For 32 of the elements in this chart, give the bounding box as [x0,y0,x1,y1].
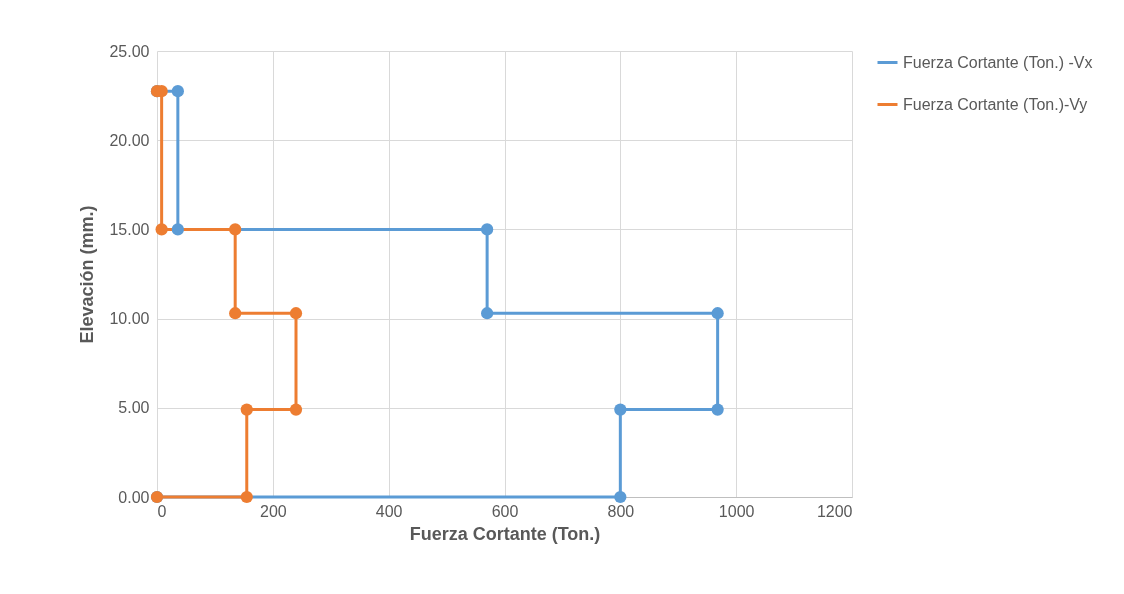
y-tick-label: 25.00 [109,42,150,60]
x-tick-label: 1000 [718,502,755,520]
point [711,307,724,320]
point [229,223,242,236]
x-tick-label: 200 [259,502,287,520]
point [240,490,253,504]
point [229,307,242,320]
y-tick-label: 0.00 [118,488,150,506]
point [289,307,303,320]
point [711,403,724,416]
y-tick-label: 10.00 [109,310,150,328]
legend-label: Fuerza Cortante (Ton.) -Vx [903,53,1093,71]
x-tick-label: 0 [157,502,167,520]
y-tick-label: 5.00 [118,399,150,417]
point [289,403,303,416]
point [481,307,494,320]
x-tick-label: 600 [491,502,519,520]
point [481,223,494,236]
x-tick-label: 1200 [816,502,853,520]
point [171,223,184,236]
y-axis-title: Elevación (mm.) [77,205,98,344]
y-tick-label: 20.00 [109,131,150,149]
point [614,490,627,504]
y-tick-label: 15.00 [109,220,150,238]
x-tick-label: 800 [607,502,635,520]
point [240,403,253,416]
point [614,403,627,416]
legend-label: Fuerza Cortante (Ton.)-Vy [903,95,1088,113]
x-tick-label: 400 [375,502,403,520]
point [171,85,184,98]
point [155,223,168,236]
x-axis-title: Fuerza Cortante (Ton.) [409,523,601,544]
